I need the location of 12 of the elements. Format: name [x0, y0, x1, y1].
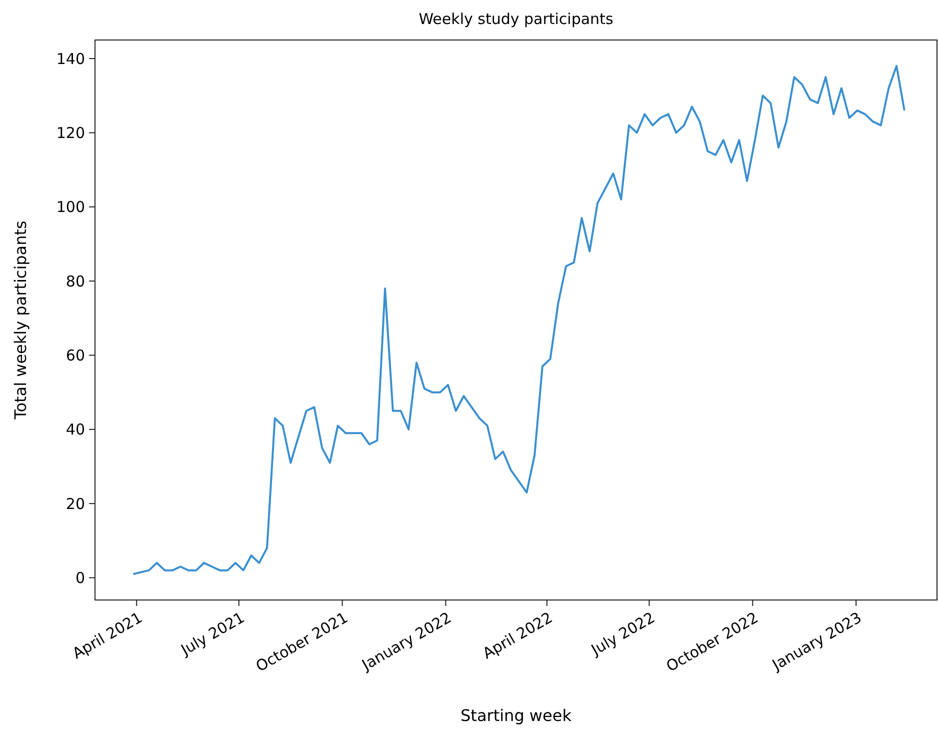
y-axis-title: Total weekly participants: [11, 220, 30, 420]
y-tick-label: 80: [66, 272, 85, 290]
y-tick-label: 140: [56, 50, 85, 68]
y-tick-label: 60: [66, 346, 85, 364]
y-tick-label: 40: [66, 420, 85, 439]
y-tick-label: 0: [75, 569, 85, 587]
chart-title: Weekly study participants: [418, 10, 614, 28]
x-axis-title: Starting week: [460, 706, 572, 725]
line-series: [132, 64, 906, 576]
y-tick-label: 120: [56, 124, 85, 142]
y-tick-label: 100: [56, 198, 85, 216]
y-tick-label: 20: [66, 494, 85, 513]
